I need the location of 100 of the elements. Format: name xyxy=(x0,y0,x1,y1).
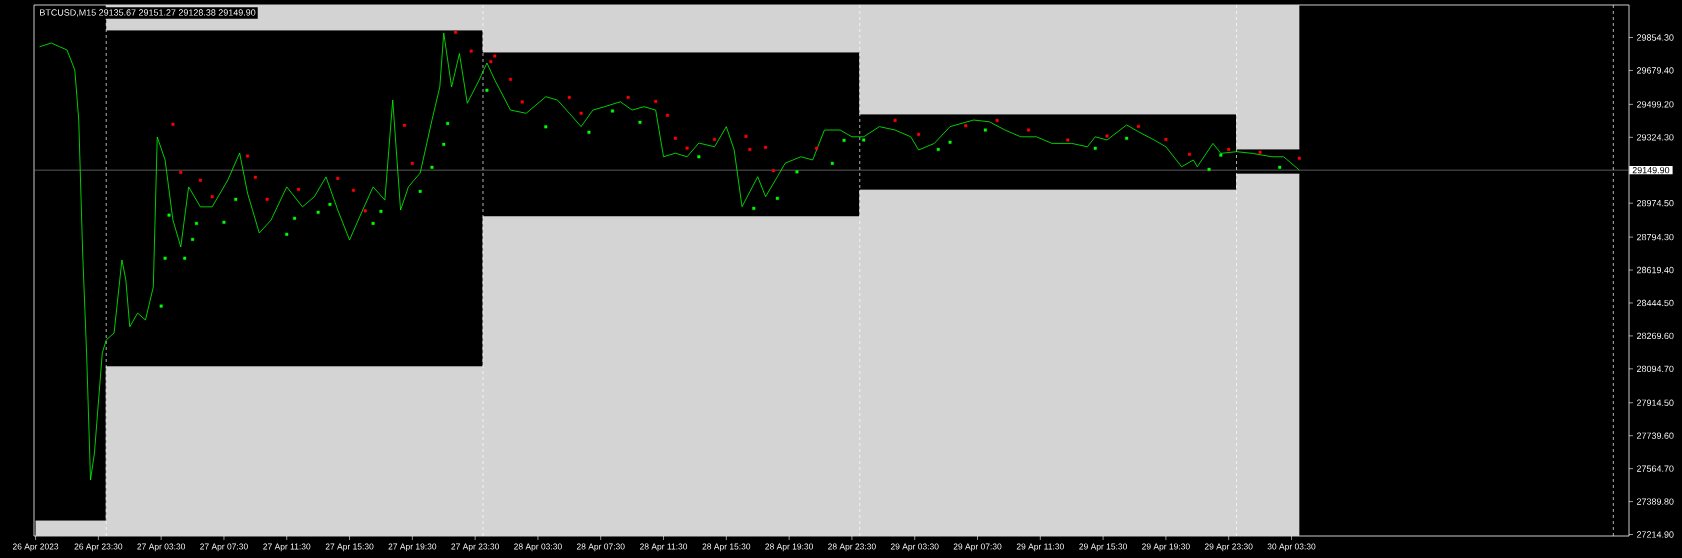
point xyxy=(191,237,195,241)
point xyxy=(265,197,269,201)
point xyxy=(316,210,320,214)
y-tick-label: 29324.30 xyxy=(1636,134,1674,141)
x-tick-label: 27 Apr 07:30 xyxy=(200,543,248,552)
y-tick-label: 28974.50 xyxy=(1636,200,1674,207)
point xyxy=(775,196,779,200)
x-tick-label: 27 Apr 11:30 xyxy=(263,543,311,552)
point xyxy=(995,118,999,122)
point xyxy=(293,216,297,220)
point xyxy=(673,136,677,140)
x-tick-label: 29 Apr 07:30 xyxy=(953,543,1002,552)
point xyxy=(253,175,257,179)
point xyxy=(379,209,383,213)
point xyxy=(795,170,799,174)
x-tick-label: 28 Apr 23:30 xyxy=(828,543,876,552)
point xyxy=(685,146,689,150)
point xyxy=(508,77,512,81)
y-tick-label: 29499.20 xyxy=(1636,101,1674,108)
y-tick-label: 28794.30 xyxy=(1636,233,1674,241)
point xyxy=(626,95,630,99)
point xyxy=(418,189,422,193)
point xyxy=(179,170,183,174)
point xyxy=(1227,147,1231,151)
y-tick-label: 28444.50 xyxy=(1636,299,1674,307)
point xyxy=(830,161,834,165)
point xyxy=(654,99,658,103)
point xyxy=(948,140,952,144)
x-tick-label: 27 Apr 19:30 xyxy=(388,543,437,552)
chart-title: BTCUSD,M15 29135.67 29151.27 29128.38 29149.90 xyxy=(40,9,256,17)
point xyxy=(936,147,940,151)
point xyxy=(1164,137,1168,141)
point xyxy=(842,138,846,142)
point xyxy=(493,54,497,58)
point xyxy=(198,178,202,182)
y-tick-label: 27739.60 xyxy=(1636,432,1674,439)
point xyxy=(638,120,642,124)
point xyxy=(862,138,866,142)
y-tick-label: 28619.40 xyxy=(1636,266,1674,274)
point xyxy=(171,122,175,126)
x-tick-label: 27 Apr 15:30 xyxy=(325,543,374,552)
point xyxy=(1093,146,1097,150)
x-tick-label: 26 Apr 2023 xyxy=(12,543,59,552)
point xyxy=(163,256,167,260)
point xyxy=(222,220,226,224)
point xyxy=(485,88,489,92)
x-tick-label: 28 Apr 03:30 xyxy=(514,543,562,552)
x-tick-label: 27 Apr 03:30 xyxy=(137,543,186,552)
point xyxy=(1125,136,1129,140)
point xyxy=(748,147,752,151)
x-tick-label: 29 Apr 11:30 xyxy=(1016,543,1064,552)
point xyxy=(520,100,524,104)
point xyxy=(752,206,756,210)
ref-line-label: 29149.90 xyxy=(1632,166,1670,174)
point xyxy=(1297,156,1301,160)
point xyxy=(469,49,473,53)
x-tick-label: 30 Apr 03:30 xyxy=(1267,543,1316,552)
point xyxy=(964,124,968,128)
y-tick-label: 29679.40 xyxy=(1636,67,1674,74)
x-tick-label: 29 Apr 23:30 xyxy=(1204,543,1253,552)
point xyxy=(1258,150,1262,154)
point xyxy=(1219,153,1223,157)
point xyxy=(183,256,187,260)
point xyxy=(983,128,987,132)
x-tick-label: 28 Apr 19:30 xyxy=(765,543,814,552)
point xyxy=(579,111,583,115)
point xyxy=(697,155,701,159)
point xyxy=(167,213,171,217)
point xyxy=(442,142,446,146)
point xyxy=(744,134,748,138)
y-tick-label: 27564.70 xyxy=(1636,465,1674,472)
point xyxy=(1207,167,1211,171)
point xyxy=(489,60,493,64)
point xyxy=(328,202,332,206)
point xyxy=(893,118,897,122)
point xyxy=(410,161,414,165)
x-tick-label: 28 Apr 07:30 xyxy=(576,543,625,552)
point xyxy=(1066,138,1070,142)
point xyxy=(336,176,340,180)
point xyxy=(1136,124,1140,128)
x-tick-label: 28 Apr 11:30 xyxy=(640,543,688,552)
point xyxy=(917,132,921,136)
point xyxy=(454,30,458,34)
point xyxy=(771,169,775,173)
point xyxy=(1187,152,1191,156)
point xyxy=(363,209,367,213)
y-tick-label: 27389.80 xyxy=(1636,498,1674,505)
y-tick-label: 28094.70 xyxy=(1636,365,1674,373)
point xyxy=(665,113,669,117)
x-tick-label: 29 Apr 03:30 xyxy=(890,543,939,552)
point xyxy=(446,121,450,125)
y-tick-label: 27214.90 xyxy=(1636,531,1674,538)
point xyxy=(611,109,614,113)
point xyxy=(1027,128,1031,132)
x-tick-label: 27 Apr 23:30 xyxy=(451,543,500,552)
point xyxy=(567,95,571,99)
x-tick-label: 29 Apr 15:30 xyxy=(1079,543,1127,552)
point xyxy=(351,188,355,192)
point xyxy=(403,123,406,127)
point xyxy=(297,187,301,191)
